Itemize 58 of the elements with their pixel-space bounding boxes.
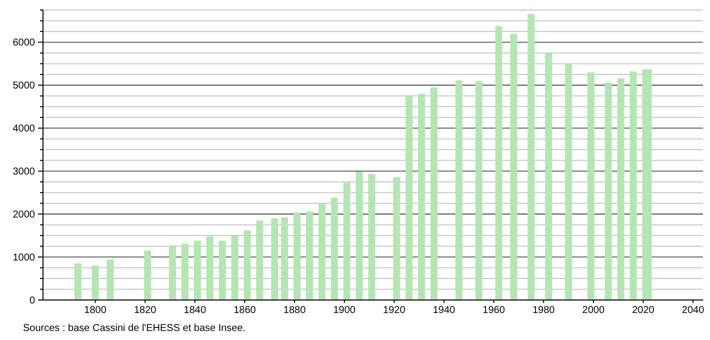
bar [545, 53, 552, 300]
bar [106, 260, 114, 300]
bar [218, 240, 226, 300]
y-tick-label: 2000 [12, 210, 36, 221]
bar [281, 218, 288, 300]
x-tick-label: 1900 [333, 305, 356, 316]
y-tick-label: 1000 [12, 252, 36, 264]
bar [271, 218, 278, 300]
bar [393, 177, 400, 300]
bar [617, 78, 624, 300]
bar [356, 172, 363, 300]
bar [330, 198, 338, 300]
bar [630, 71, 637, 300]
x-tick-label: 1860 [234, 305, 256, 316]
bar [74, 263, 82, 300]
bar [318, 203, 326, 300]
x-tick-label: 2000 [582, 305, 605, 316]
bar [181, 244, 188, 300]
bar [194, 240, 201, 300]
bar [256, 220, 264, 300]
bar [368, 174, 376, 300]
bar [565, 64, 572, 300]
bar [92, 266, 99, 300]
bar [343, 182, 350, 300]
bar [169, 245, 176, 300]
bar [244, 230, 251, 300]
y-tick-label: 3000 [12, 166, 36, 178]
bar [206, 236, 214, 300]
y-tick-label: 4000 [12, 124, 36, 135]
x-tick-label: 1960 [482, 305, 506, 316]
x-tick-label: 1880 [283, 305, 306, 316]
x-tick-label: 1980 [532, 305, 556, 316]
x-tick-label: 2020 [632, 305, 655, 316]
bar [231, 236, 238, 300]
bar [475, 81, 482, 300]
x-tick-label: 1840 [184, 305, 206, 316]
bar [144, 250, 152, 300]
x-tick-label: 2040 [682, 305, 705, 316]
x-tick-label: 1920 [383, 305, 406, 316]
bar [455, 80, 462, 300]
bar [430, 87, 438, 300]
bar [495, 26, 502, 300]
bar [306, 211, 313, 300]
bar [587, 72, 594, 300]
source-note: Sources : base Cassini de l'EHESS et base Insee. [23, 323, 246, 334]
bar [644, 69, 652, 300]
bar [406, 95, 413, 300]
x-tick-label: 1940 [432, 305, 456, 316]
bar [604, 82, 612, 300]
x-tick-label: 1820 [134, 305, 157, 316]
x-tick-label: 1800 [84, 305, 107, 316]
y-tick-label: 0 [29, 296, 36, 306]
bar [418, 94, 426, 300]
bar [294, 212, 301, 300]
bar [528, 14, 535, 300]
bar [510, 34, 518, 300]
y-tick-label: 6000 [12, 38, 36, 49]
y-tick-label: 5000 [12, 80, 36, 92]
